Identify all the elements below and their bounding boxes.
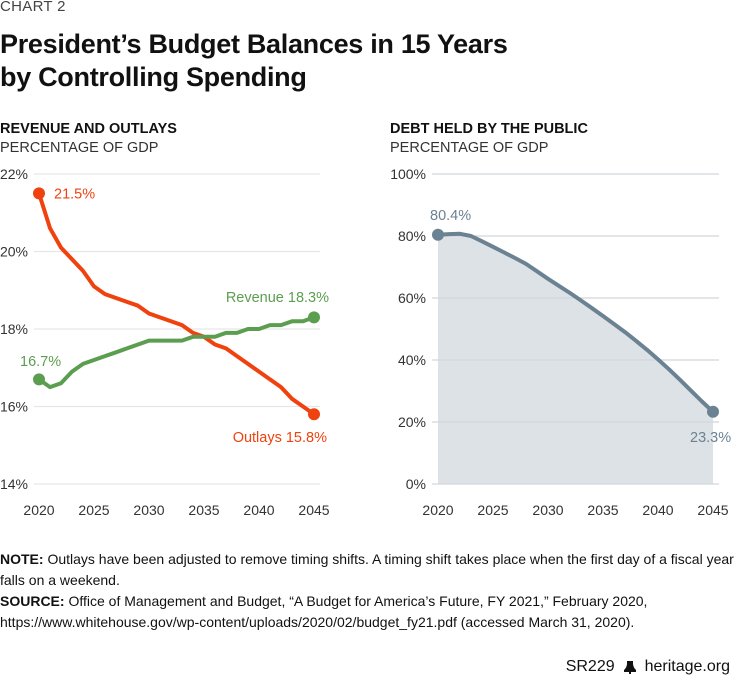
x-tick-label: 2025 [78, 502, 109, 518]
outlays-end-label: Outlays 15.8% [233, 430, 327, 446]
x-tick-label: 2035 [587, 502, 618, 518]
chart-title-line-1: President’s Budget Balances in 15 Years [0, 29, 508, 59]
source-text: Office of Management and Budget, “A Budg… [0, 593, 648, 630]
charts-canvas: 14% 16% 18% 20% 22% 2020 2025 2030 2035 2040 2045 2… [0, 166, 731, 518]
y-tick-label: 80% [398, 228, 426, 244]
y-tick-label: 40% [398, 352, 426, 368]
y-tick-label: 0% [406, 476, 426, 492]
x-tick-label: 2040 [243, 502, 274, 518]
revenue-line [37, 315, 316, 390]
x-tick-label: 2020 [422, 502, 453, 518]
y-tick-label: 18% [0, 321, 28, 337]
x-tick-label: 2025 [477, 502, 508, 518]
footer: SR229 heritage.org [566, 658, 730, 676]
debt-end-label: 23.3% [690, 430, 731, 446]
x-tick-label: 2045 [298, 502, 329, 518]
x-tick-label: 2040 [642, 502, 673, 518]
liberty-bell-icon [623, 661, 636, 674]
report-code: SR229 [565, 658, 615, 675]
x-tick-label: 2020 [23, 502, 54, 518]
revenue-start-label: 16.7% [20, 354, 61, 370]
chart-title-line-2: by Controlling Spending [0, 62, 307, 92]
outlays-end-point [308, 408, 320, 421]
right-panel-subtitle: PERCENTAGE OF GDP [390, 140, 549, 156]
x-tick-label: 2045 [697, 502, 728, 518]
note: NOTE: Outlays have been adjusted to remo… [0, 549, 734, 591]
left-panel-subtitle: PERCENTAGE OF GDP [0, 140, 159, 156]
y-tick-label: 16% [0, 399, 28, 415]
x-tick-label: 2030 [532, 502, 563, 518]
debt-held-by-the-public-start-point [432, 228, 444, 241]
debt-area-fill [438, 233, 713, 484]
outlays-line [37, 191, 316, 417]
debt-chart: 0% 20% 40% 60% 80% 100% 2020 2025 2030 2035 2040 20… [390, 166, 731, 518]
y-tick-label: 22% [0, 166, 28, 182]
revenue-end-point [308, 311, 320, 324]
notes-block: NOTE: Outlays have been adjusted to remo… [0, 549, 734, 633]
chart-number-label: CHART 2 [0, 0, 66, 15]
debt-held-by-the-public-end-point [707, 405, 719, 418]
note-label: NOTE: [0, 551, 44, 567]
y-tick-label: 20% [0, 244, 28, 260]
x-tick-label: 2035 [188, 502, 219, 518]
right-panel-title: DEBT HELD BY THE PUBLIC [390, 121, 588, 137]
y-tick-label: 100% [390, 166, 426, 182]
revenue-start-point [33, 373, 45, 386]
source-label: SOURCE: [0, 593, 65, 609]
y-tick-label: 20% [398, 414, 426, 430]
y-tick-label: 14% [0, 476, 28, 492]
outlays-start-point [33, 187, 45, 200]
outlays-start-label: 21.5% [54, 186, 95, 202]
site-name: heritage.org [644, 658, 730, 675]
debt-held-by-the-public-line [436, 231, 715, 414]
revenue-outlays-chart: 14% 16% 18% 20% 22% 2020 2025 2030 2035 2040 2045 2… [0, 166, 330, 518]
source: SOURCE: Office of Management and Budget,… [0, 591, 734, 633]
debt-start-label: 80.4% [430, 208, 471, 224]
revenue-end-label: Revenue 18.3% [226, 290, 329, 306]
chart-title: President’s Budget Balances in 15 Years … [0, 28, 508, 94]
y-tick-label: 60% [398, 290, 426, 306]
x-tick-label: 2030 [133, 502, 164, 518]
note-text: Outlays have been adjusted to remove tim… [0, 551, 734, 588]
left-panel-title: REVENUE AND OUTLAYS [0, 121, 177, 137]
